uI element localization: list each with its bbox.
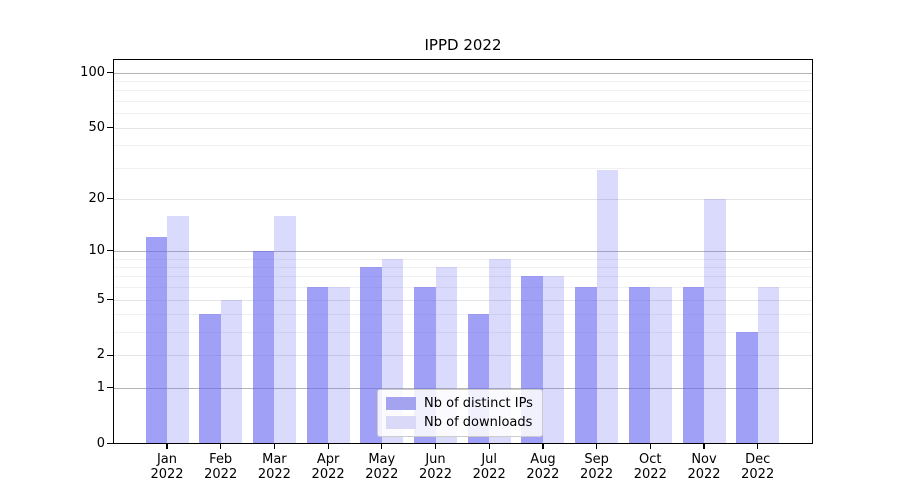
x-tick-label-dec: Dec 2022	[741, 452, 775, 482]
x-tick-label-sep: Sep 2022	[580, 452, 614, 482]
x-tick-mark	[273, 443, 276, 449]
bar-nb-of-downloads-apr	[328, 287, 350, 444]
y-tick-label: 0	[96, 435, 105, 451]
x-tick-label-nov: Nov 2022	[687, 452, 721, 482]
gridline-major	[113, 250, 813, 252]
gridline-minor	[113, 90, 813, 92]
y-tick-mark	[107, 250, 113, 252]
gridline-minor	[113, 101, 813, 102]
x-tick-mark	[596, 443, 598, 449]
x-tick-mark	[488, 443, 490, 449]
gridline-minor	[113, 267, 813, 268]
bar-nb-of-downloads-dec	[757, 287, 780, 444]
x-tick-mark	[166, 443, 168, 449]
y-tick-mark	[107, 72, 113, 74]
x-tick-label-jul: Jul 2022	[472, 452, 506, 482]
gridline-major	[113, 127, 813, 129]
legend-swatch-downloads	[386, 416, 416, 429]
y-tick-mark	[107, 298, 113, 301]
legend: Nb of distinct IPs Nb of downloads	[377, 389, 543, 437]
gridline-minor	[113, 314, 813, 316]
gridline-minor	[113, 332, 813, 334]
y-tick-mark	[107, 126, 113, 129]
legend-item-distinct-ips: Nb of distinct IPs	[386, 396, 533, 411]
bar-nb-of-distinct-ips-nov	[682, 287, 704, 444]
x-tick-label-aug: Aug 2022	[526, 452, 560, 482]
legend-label-downloads: Nb of downloads	[424, 415, 533, 430]
y-tick-label: 100	[80, 64, 105, 80]
legend-swatch-distinct-ips	[386, 397, 416, 410]
bar-nb-of-downloads-sep	[596, 170, 619, 444]
bar-nb-of-distinct-ips-may	[360, 267, 382, 444]
bar-nb-of-distinct-ips-sep	[575, 287, 597, 444]
y-tick-label: 5	[96, 291, 105, 307]
bar-nb-of-distinct-ips-feb	[199, 314, 221, 444]
bar-nb-of-downloads-feb	[220, 299, 243, 444]
x-tick-label-jan: Jan 2022	[150, 452, 184, 482]
gridline-minor	[113, 81, 813, 83]
x-tick-mark	[434, 443, 437, 449]
y-tick-label: 20	[88, 190, 105, 206]
bar-nb-of-distinct-ips-dec	[736, 332, 758, 444]
y-tick-label: 2	[96, 347, 105, 363]
x-tick-mark	[649, 443, 651, 449]
legend-item-downloads: Nb of downloads	[386, 415, 533, 430]
x-tick-mark	[381, 443, 383, 449]
bar-nb-of-downloads-oct	[650, 287, 672, 444]
y-tick-label: 10	[88, 242, 105, 258]
bar-nb-of-distinct-ips-apr	[306, 287, 329, 444]
x-tick-mark	[757, 443, 759, 449]
x-tick-mark	[327, 443, 329, 449]
legend-label-distinct-ips: Nb of distinct IPs	[424, 396, 533, 411]
gridline-minor	[113, 145, 813, 147]
y-tick-label: 50	[88, 119, 105, 135]
x-tick-label-jun: Jun 2022	[418, 452, 453, 482]
chart-title: IPPD 2022	[424, 36, 502, 54]
bar-nb-of-downloads-nov	[704, 198, 726, 444]
y-tick-mark	[107, 442, 113, 445]
bar-nb-of-downloads-mar	[274, 215, 296, 444]
bar-nb-of-distinct-ips-oct	[628, 287, 651, 444]
gridline-minor	[113, 167, 813, 169]
gridline-minor	[113, 287, 813, 289]
x-tick-label-may: May 2022	[365, 452, 399, 482]
x-tick-label-oct: Oct 2022	[633, 452, 667, 482]
gridline-major	[113, 198, 813, 200]
x-tick-label-feb: Feb 2022	[204, 452, 238, 482]
gridline-major	[113, 72, 813, 74]
y-tick-mark	[107, 198, 113, 200]
bar-nb-of-downloads-jan	[167, 215, 189, 444]
y-tick-mark	[107, 354, 113, 356]
gridline-major	[113, 299, 813, 301]
bar-nb-of-distinct-ips-mar	[252, 250, 275, 444]
gridline-major	[113, 355, 813, 357]
y-tick-mark	[107, 387, 113, 389]
gridline-minor	[113, 258, 813, 260]
x-tick-mark	[703, 443, 705, 449]
x-tick-mark	[542, 443, 544, 449]
gridline-minor	[113, 113, 813, 115]
x-tick-label-apr: Apr 2022	[311, 452, 345, 482]
bar-nb-of-distinct-ips-jan	[145, 237, 167, 444]
x-tick-mark	[220, 443, 222, 449]
bar-nb-of-downloads-aug	[542, 276, 565, 444]
y-tick-label: 1	[96, 379, 105, 395]
gridline-minor	[113, 276, 813, 278]
gridline-major	[113, 387, 813, 389]
x-tick-label-mar: Mar 2022	[257, 452, 291, 482]
